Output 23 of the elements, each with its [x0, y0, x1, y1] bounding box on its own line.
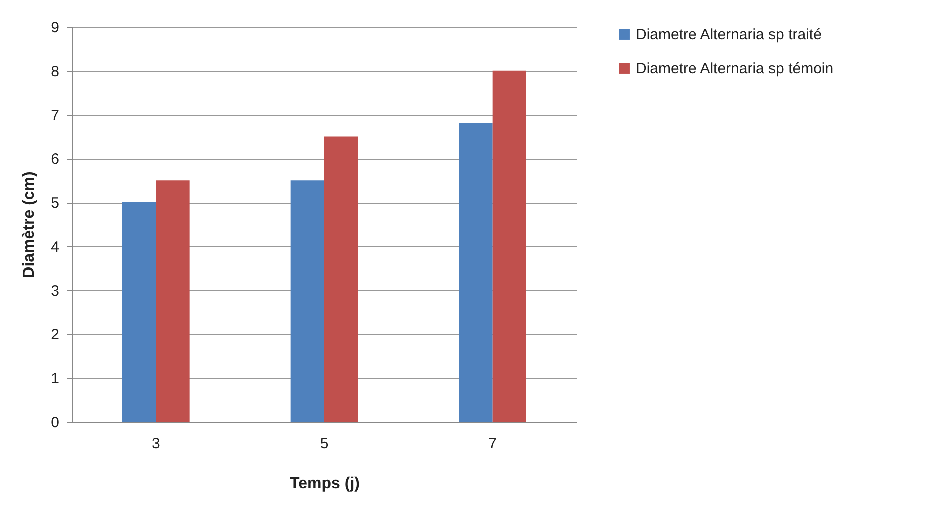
y-tick-label: 8 [51, 63, 60, 80]
x-tick-label: 3 [152, 436, 160, 452]
y-tick-label: 5 [51, 195, 60, 212]
bar [459, 124, 493, 422]
bar [156, 180, 190, 422]
bar [492, 70, 526, 422]
y-axis-title: Diamètre (cm) [21, 172, 38, 278]
y-tick-label: 6 [51, 151, 60, 168]
x-tick-label: 5 [320, 436, 329, 452]
y-tick-label: 9 [51, 20, 60, 36]
x-tick-label: 7 [488, 436, 498, 452]
legend-label: Diametre Alternaria sp témoin [636, 60, 834, 78]
x-axis-title: Temps (j) [290, 476, 360, 492]
y-tick-label: 2 [51, 326, 60, 344]
y-tick-label: 7 [51, 107, 60, 124]
legend-label: Diametre Alternaria sp traité [636, 26, 822, 44]
y-tick-label: 3 [51, 282, 60, 300]
bar [324, 136, 358, 422]
y-tick-label: 4 [51, 238, 60, 256]
bar [122, 202, 156, 422]
y-tick-label: 0 [51, 414, 60, 432]
bar [290, 180, 324, 422]
y-tick-label: 1 [51, 370, 60, 388]
